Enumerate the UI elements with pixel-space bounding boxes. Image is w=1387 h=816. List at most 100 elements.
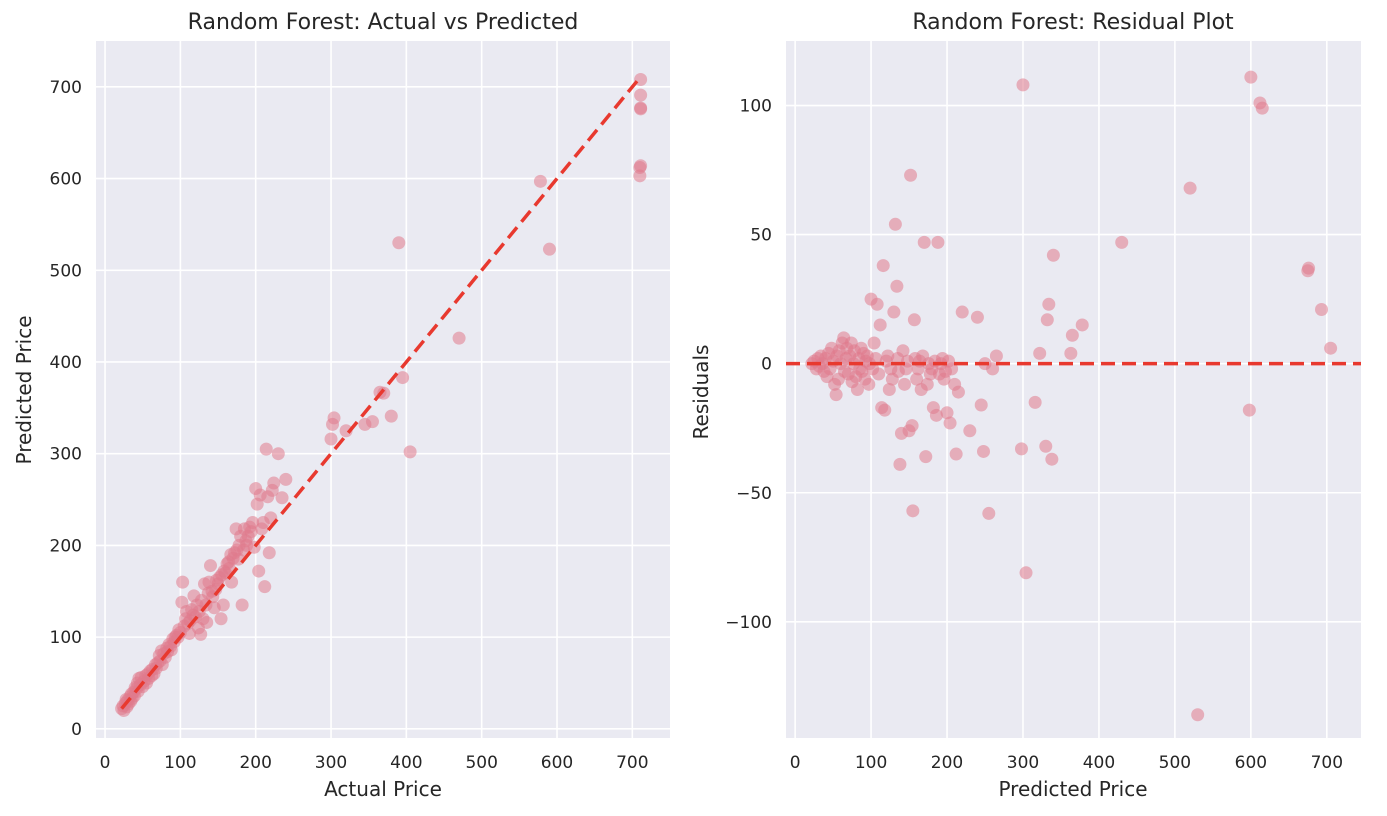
y-tick-label: 0 — [761, 355, 772, 375]
x-tick-label: 0 — [790, 753, 801, 773]
y-tick-label: 100 — [740, 97, 772, 117]
grid-left — [96, 41, 670, 738]
data-point — [176, 575, 190, 589]
ticks-left: 0 100 200 300 400 500 600 700 0 100 200 300 400 500 60… — [50, 78, 649, 773]
data-point — [986, 362, 1000, 376]
data-point — [396, 371, 410, 385]
data-point — [904, 168, 918, 182]
x-tick-label: 500 — [1159, 753, 1191, 773]
data-point — [259, 442, 273, 456]
data-point — [1045, 452, 1059, 466]
data-point — [267, 476, 281, 490]
data-point — [392, 236, 406, 250]
data-point — [976, 444, 990, 458]
y-tick-label: 700 — [50, 78, 82, 98]
data-point — [943, 416, 957, 430]
data-point — [216, 598, 230, 612]
data-point — [982, 506, 996, 520]
data-point — [634, 159, 648, 173]
points-right — [805, 70, 1338, 722]
data-point — [906, 504, 920, 518]
data-point — [1016, 78, 1030, 92]
x-tick-label: 700 — [616, 753, 648, 773]
data-point — [252, 564, 266, 578]
chart-actual-vs-predicted: 0 100 200 300 400 500 600 700 0 100 200 300 400 500 60… — [12, 10, 670, 801]
y-tick-label: −50 — [736, 484, 772, 504]
data-point — [893, 457, 907, 471]
data-point — [1242, 403, 1256, 417]
data-point — [887, 305, 901, 319]
data-point — [931, 235, 945, 249]
data-point — [203, 559, 217, 573]
xlabel-right: Predicted Price — [998, 777, 1147, 801]
ylabel-right: Residuals — [689, 345, 713, 440]
xlabel-left: Actual Price — [324, 777, 442, 801]
data-point — [951, 385, 965, 399]
data-point — [339, 424, 353, 438]
data-point — [963, 424, 977, 438]
y-tick-label: 300 — [50, 445, 82, 465]
data-point — [377, 386, 391, 400]
data-point — [271, 447, 285, 461]
data-point — [881, 349, 895, 363]
data-point — [452, 331, 466, 345]
data-point — [1302, 261, 1316, 275]
x-tick-label: 600 — [541, 753, 573, 773]
title-right: Random Forest: Residual Plot — [912, 10, 1234, 35]
data-point — [279, 472, 293, 486]
data-point — [1183, 181, 1197, 195]
data-point — [194, 627, 208, 641]
data-point — [1039, 439, 1053, 453]
data-point — [1040, 313, 1054, 327]
data-point — [850, 383, 864, 396]
y-tick-label: 50 — [750, 226, 772, 246]
data-point — [890, 279, 904, 293]
data-point — [920, 377, 934, 391]
data-point — [1064, 346, 1078, 360]
data-point — [1046, 248, 1060, 262]
ylabel-left: Predicted Price — [12, 315, 36, 464]
data-point — [262, 546, 276, 560]
x-tick-label: 500 — [465, 753, 497, 773]
x-tick-label: 400 — [390, 753, 422, 773]
data-point — [1028, 395, 1042, 409]
x-tick-label: 0 — [100, 753, 111, 773]
grid-right — [786, 41, 1361, 738]
data-point — [867, 336, 881, 350]
x-tick-label: 100 — [855, 753, 887, 773]
data-point — [905, 419, 919, 433]
data-point — [214, 612, 228, 626]
data-point — [869, 352, 883, 366]
data-point — [940, 406, 954, 420]
data-point — [945, 362, 959, 376]
data-point — [929, 408, 943, 422]
data-point — [542, 242, 556, 256]
y-tick-label: −100 — [725, 613, 772, 633]
data-point — [634, 101, 648, 115]
data-point — [384, 409, 398, 423]
data-point — [1019, 566, 1033, 580]
data-point — [258, 580, 272, 594]
data-point — [235, 598, 249, 612]
data-point — [1014, 442, 1028, 456]
title-left: Random Forest: Actual vs Predicted — [188, 10, 579, 35]
y-tick-label: 600 — [50, 170, 82, 190]
data-point — [955, 305, 969, 319]
data-point — [974, 398, 988, 412]
y-tick-label: 500 — [50, 261, 82, 281]
y-tick-label: 200 — [50, 536, 82, 556]
data-point — [1315, 302, 1329, 316]
data-point — [327, 411, 341, 425]
data-point — [873, 318, 887, 332]
data-point — [829, 388, 843, 402]
data-point — [870, 297, 884, 311]
data-point — [1075, 318, 1089, 332]
data-point — [949, 447, 963, 461]
data-point — [896, 344, 910, 358]
data-point — [970, 310, 984, 324]
data-point — [634, 88, 648, 102]
data-point — [1191, 708, 1205, 722]
data-point — [1065, 328, 1079, 342]
data-point — [910, 372, 924, 386]
x-tick-label: 300 — [315, 753, 347, 773]
